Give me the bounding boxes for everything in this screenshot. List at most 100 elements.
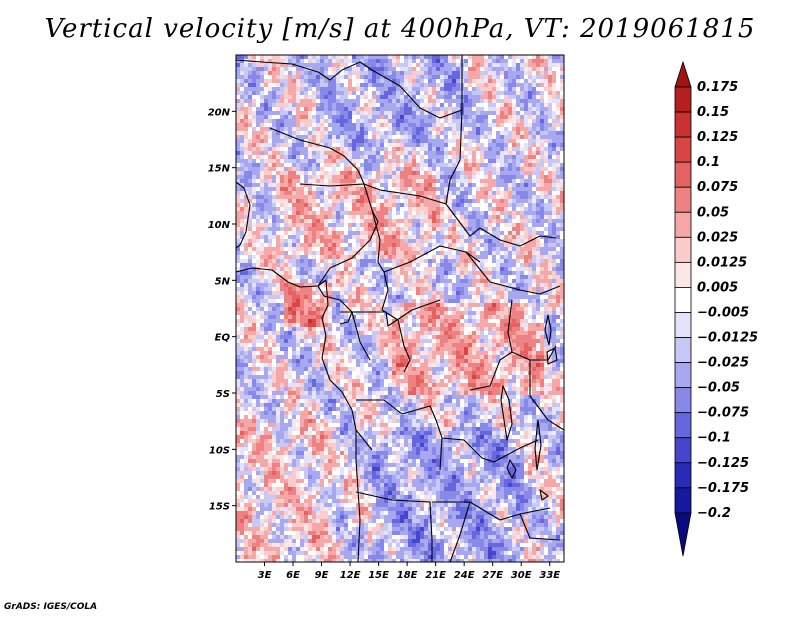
field-cell <box>340 143 344 147</box>
field-cell <box>464 219 468 223</box>
field-cell <box>468 259 472 263</box>
field-cell <box>484 151 488 155</box>
field-cell <box>532 215 536 219</box>
field-cell <box>364 71 368 75</box>
field-cell <box>352 215 356 219</box>
field-cell <box>376 131 380 135</box>
field-cell <box>284 71 288 75</box>
field-cell <box>420 171 424 175</box>
field-cell <box>396 283 400 287</box>
field-cell <box>348 151 352 155</box>
field-cell <box>552 235 556 239</box>
field-cell <box>480 115 484 119</box>
field-cell <box>428 151 432 155</box>
field-cell <box>408 207 412 211</box>
field-cell <box>388 295 392 299</box>
field-cell <box>304 71 308 75</box>
field-cell <box>528 175 532 179</box>
field-cell <box>520 207 524 211</box>
field-cell <box>472 247 476 251</box>
field-cell <box>440 107 444 111</box>
field-cell <box>308 219 312 223</box>
field-cell <box>424 127 428 131</box>
field-cell <box>460 127 464 131</box>
field-cell <box>336 99 340 103</box>
field-cell <box>260 187 264 191</box>
field-cell <box>440 271 444 275</box>
field-cell <box>320 103 324 107</box>
field-cell <box>312 143 316 147</box>
field-cell <box>540 95 544 99</box>
field-cell <box>420 67 424 71</box>
field-cell <box>488 111 492 115</box>
field-cell <box>256 223 260 227</box>
field-cell <box>348 87 352 91</box>
field-cell <box>420 283 424 287</box>
field-cell <box>524 271 528 275</box>
field-cell <box>236 187 240 191</box>
field-cell <box>548 271 552 275</box>
field-cell <box>244 179 248 183</box>
field-cell <box>240 147 244 151</box>
field-cell <box>296 263 300 267</box>
field-cell <box>544 155 548 159</box>
field-cell <box>320 175 324 179</box>
field-cell <box>292 119 296 123</box>
field-cell <box>388 111 392 115</box>
field-cell <box>244 163 248 167</box>
field-cell <box>244 155 248 159</box>
field-cell <box>376 95 380 99</box>
field-cell <box>444 215 448 219</box>
field-cell <box>448 255 452 259</box>
field-cell <box>452 79 456 83</box>
field-cell <box>300 191 304 195</box>
field-cell <box>300 119 304 123</box>
field-cell <box>404 227 408 231</box>
field-cell <box>528 143 532 147</box>
field-cell <box>256 171 260 175</box>
field-cell <box>388 227 392 231</box>
field-cell <box>396 255 400 259</box>
field-cell <box>320 155 324 159</box>
field-cell <box>244 223 248 227</box>
field-cell <box>364 167 368 171</box>
field-cell <box>480 171 484 175</box>
field-cell <box>236 211 240 215</box>
field-cell <box>444 119 448 123</box>
field-cell <box>340 235 344 239</box>
field-cell <box>400 119 404 123</box>
field-cell <box>452 275 456 279</box>
field-cell <box>516 251 520 255</box>
field-cell <box>520 59 524 63</box>
field-cell <box>272 75 276 79</box>
field-cell <box>448 135 452 139</box>
field-cell <box>468 251 472 255</box>
field-cell <box>396 211 400 215</box>
field-cell <box>264 155 268 159</box>
field-cell <box>544 63 548 67</box>
field-cell <box>560 259 564 263</box>
field-cell <box>356 67 360 71</box>
field-cell <box>296 79 300 83</box>
field-cell <box>332 187 336 191</box>
field-cell <box>344 271 348 275</box>
field-cell <box>488 287 492 291</box>
field-cell <box>372 95 376 99</box>
field-cell <box>468 59 472 63</box>
field-cell <box>384 155 388 159</box>
field-cell <box>332 115 336 119</box>
field-cell <box>492 175 496 179</box>
field-cell <box>268 159 272 163</box>
field-cell <box>256 115 260 119</box>
field-cell <box>492 267 496 271</box>
field-cell <box>508 179 512 183</box>
field-cell <box>504 187 508 191</box>
field-cell <box>356 199 360 203</box>
field-cell <box>416 59 420 63</box>
field-cell <box>432 231 436 235</box>
field-cell <box>384 79 388 83</box>
field-cell <box>468 127 472 131</box>
field-cell <box>556 195 560 199</box>
field-cell <box>512 175 516 179</box>
field-cell <box>332 103 336 107</box>
